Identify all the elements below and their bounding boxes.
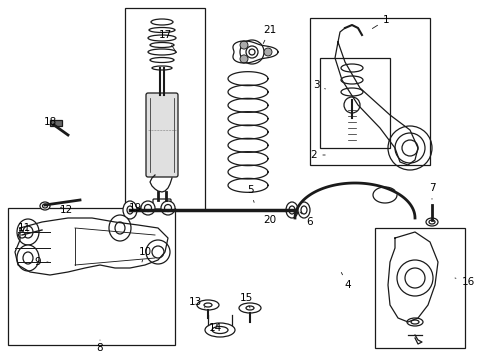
Circle shape [343,97,359,113]
Ellipse shape [148,49,176,55]
Circle shape [141,201,155,215]
Ellipse shape [40,202,50,210]
Ellipse shape [109,215,131,241]
Text: 14: 14 [208,323,221,333]
Bar [50,120,62,126]
Bar [125,8,204,210]
Text: 1: 1 [371,15,388,28]
Ellipse shape [42,204,47,208]
Bar [374,228,464,348]
Ellipse shape [288,206,294,214]
Ellipse shape [23,226,33,238]
Text: 17: 17 [158,30,176,53]
Circle shape [161,201,175,215]
Text: 8: 8 [97,340,103,353]
Ellipse shape [297,202,309,218]
Ellipse shape [340,76,362,84]
Ellipse shape [245,306,253,310]
Ellipse shape [123,201,137,219]
Ellipse shape [406,318,422,326]
Text: 9: 9 [35,257,48,267]
Ellipse shape [17,219,39,245]
Ellipse shape [204,323,235,337]
Text: 11: 11 [18,223,31,233]
Ellipse shape [17,245,39,271]
Ellipse shape [149,27,175,32]
Ellipse shape [340,88,362,96]
Ellipse shape [127,206,133,214]
Text: 13: 13 [188,297,204,308]
Circle shape [264,48,271,56]
Ellipse shape [148,35,176,41]
Text: 10: 10 [138,247,151,262]
Text: 5: 5 [246,185,254,202]
Ellipse shape [301,206,306,214]
Text: 7: 7 [428,183,434,199]
Ellipse shape [115,222,125,234]
Ellipse shape [23,252,33,264]
Circle shape [240,41,247,49]
Ellipse shape [150,42,174,48]
Ellipse shape [151,19,173,25]
FancyBboxPatch shape [146,93,178,177]
Text: 6: 6 [299,212,313,227]
Ellipse shape [410,320,418,324]
Ellipse shape [212,327,227,333]
Text: 2: 2 [310,150,325,160]
Ellipse shape [150,58,174,63]
Text: 4: 4 [341,273,350,290]
Bar [8,208,175,345]
Bar [319,58,389,148]
Text: 20: 20 [262,210,276,225]
Text: 3: 3 [312,80,325,90]
Ellipse shape [285,202,297,218]
Text: 12: 12 [59,205,73,215]
Ellipse shape [428,220,434,224]
Text: 19: 19 [128,203,142,213]
Text: 18: 18 [43,117,57,127]
Ellipse shape [197,300,219,310]
Ellipse shape [203,303,212,307]
Bar [309,18,429,165]
Circle shape [144,204,151,212]
FancyBboxPatch shape [153,199,171,209]
Ellipse shape [19,232,25,238]
Circle shape [164,204,171,212]
Circle shape [240,55,247,63]
Text: 21: 21 [263,25,276,44]
Ellipse shape [152,66,172,70]
Text: 15: 15 [239,293,252,308]
Ellipse shape [340,64,362,72]
Text: 16: 16 [454,277,474,287]
Ellipse shape [239,303,261,313]
Ellipse shape [425,218,437,226]
